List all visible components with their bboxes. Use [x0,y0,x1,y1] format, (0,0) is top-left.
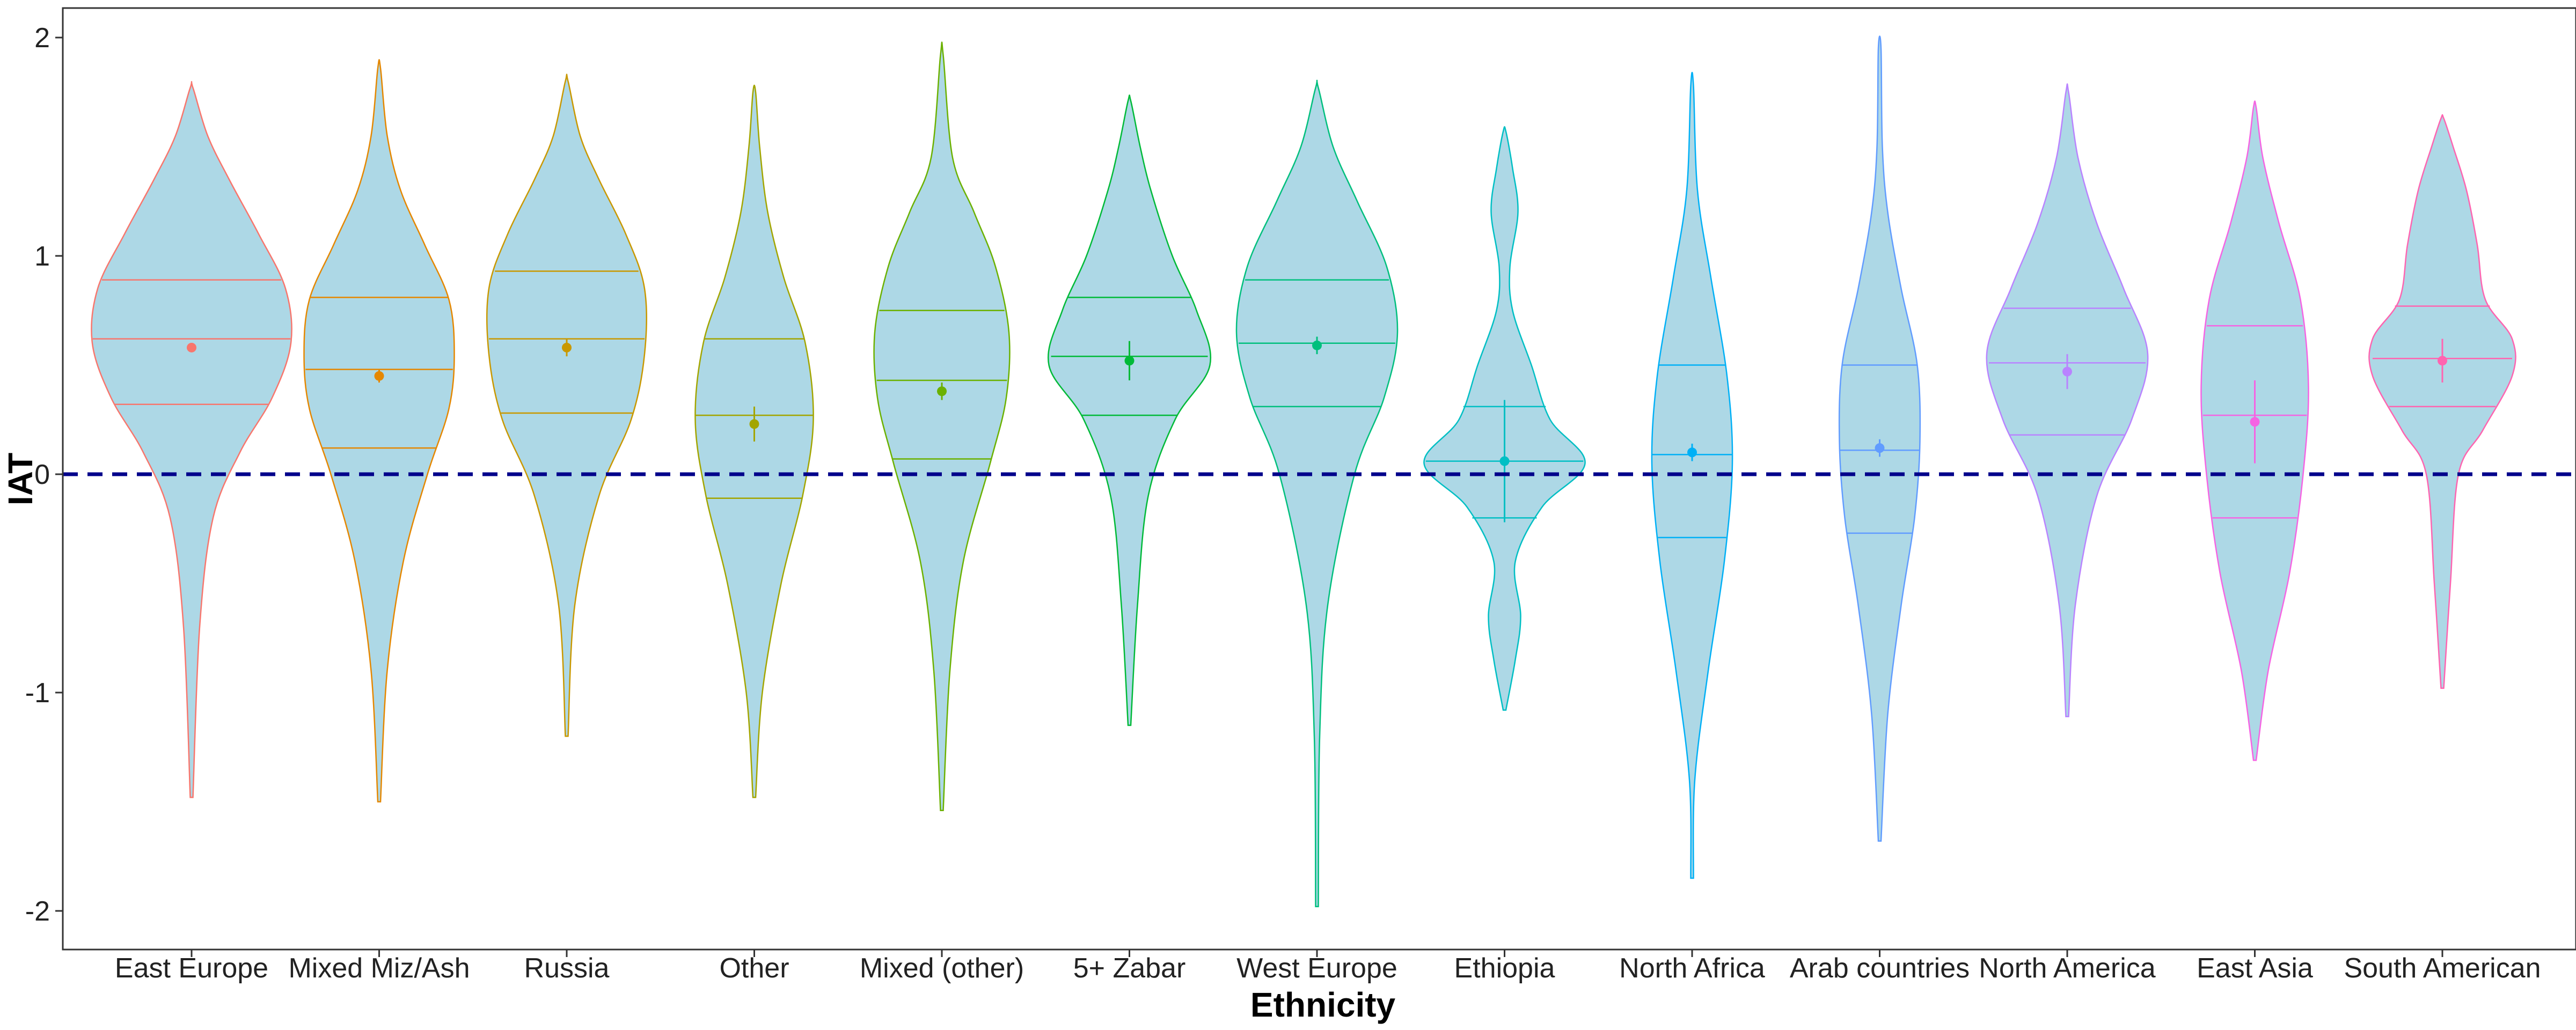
mean-point-ethiopia [1499,456,1510,466]
mean-point-east-asia [2250,417,2260,427]
x-tick-label: East Europe [115,953,268,984]
x-tick-label: Arab countries [1790,953,1970,984]
violin-group-russia [486,73,647,737]
y-tick-label: -2 [25,896,50,927]
x-tick-label: Ethiopia [1454,953,1555,984]
y-tick-label: 2 [34,23,50,54]
x-tick-label: 5+ Zabar [1073,953,1186,984]
mean-point-south-american [2438,356,2447,366]
x-tick-label: Russia [524,953,610,984]
violin-group-south-american [2368,114,2516,689]
mean-point-mixed-other [937,386,947,396]
violin-east-europe [91,81,292,798]
x-tick-label: Mixed (other) [860,953,1024,984]
violin-group-arab-countries [1838,35,1921,842]
x-tick-label: North Africa [1619,953,1765,984]
mean-point-other [749,419,759,429]
plot-panel-border [62,7,2576,951]
violin-group-north-america [1986,83,2149,718]
y-tick-label: -1 [25,678,50,709]
y-axis-title: IAT [1,453,40,505]
violins-layer [91,35,2516,908]
x-tick-label: North America [1979,953,2156,984]
violin-group-5-zabar [1048,94,1211,726]
violin-north-america [1986,83,2149,718]
x-tick-label: South American [2344,953,2541,984]
mean-point-russia [562,342,572,352]
violin-group-mixed-other [873,41,1011,812]
violin-mixed-other [873,41,1011,812]
mean-point-arab-countries [1875,443,1885,453]
violin-group-east-europe [91,81,292,798]
violin-group-east-asia [2200,100,2309,761]
mean-point-west-europe [1312,340,1322,350]
violin-group-other [694,84,814,798]
y-tick-label: 0 [34,459,50,490]
x-tick-label: Other [719,953,789,984]
x-axis-title: Ethnicity [1250,985,1396,1024]
violin-russia [486,73,647,737]
mean-point-north-america [2062,366,2072,377]
mean-point-mixed-miz-ash [374,371,384,381]
y-tick-label: 1 [34,241,50,272]
violin-group-mixed-miz-ash [303,59,455,803]
violin-5-zabar [1048,94,1211,726]
violin-mixed-miz-ash [303,59,455,803]
violin-group-ethiopia [1423,126,1586,711]
violin-arab-countries [1838,35,1921,842]
mean-point-north-africa [1687,447,1697,458]
mean-point-east-europe [187,342,196,352]
x-tick-label: West Europe [1236,953,1397,984]
violin-west-europe [1235,79,1399,908]
violin-south-american [2368,114,2516,689]
mean-point-5-zabar [1124,356,1135,366]
x-tick-label: East Asia [2197,953,2313,984]
x-axis: East Europe Mixed Miz/Ash Russia Other Mixed… [115,950,2541,984]
x-tick-label: Mixed Miz/Ash [288,953,470,984]
y-axis: -2 -1 0 1 2 [25,23,63,927]
violin-group-west-europe [1235,79,1399,908]
